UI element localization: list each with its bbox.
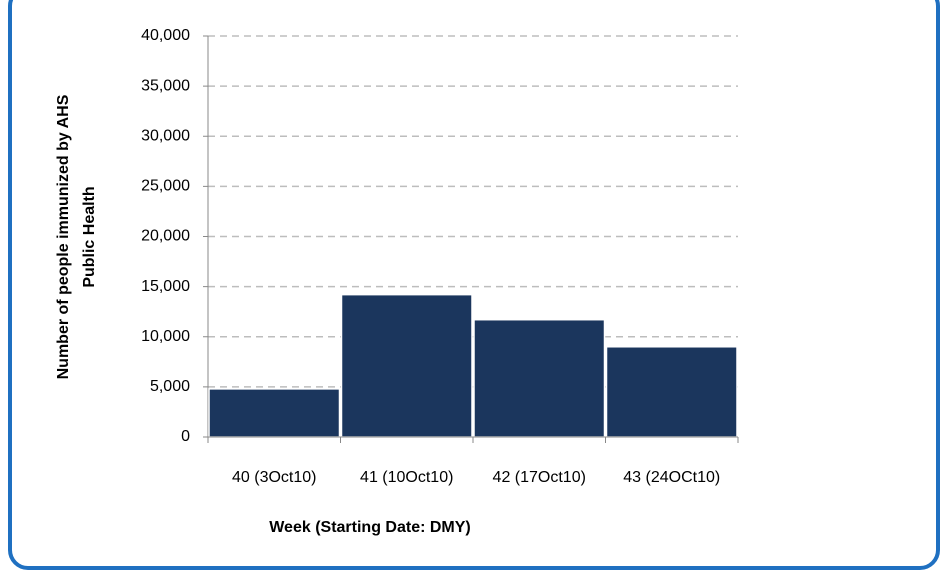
y-axis-title-line: Number of people immunized by AHS — [55, 94, 72, 379]
x-axis-title: Week (Starting Date: DMY) — [269, 519, 471, 536]
y-tick-label: 15,000 — [141, 278, 190, 295]
y-tick-label: 35,000 — [141, 77, 190, 94]
x-tick-label: 43 (24OCt10) — [623, 469, 720, 486]
y-tick-label: 20,000 — [141, 228, 190, 245]
bar — [473, 318, 606, 438]
y-tick-label: 10,000 — [141, 328, 190, 345]
bar — [340, 293, 473, 438]
x-tick-label: 40 (3Oct10) — [232, 469, 316, 486]
bar — [605, 346, 738, 438]
y-axis-title-line: Public Health — [81, 186, 98, 287]
x-tick-label: 42 (17Oct10) — [493, 469, 586, 486]
y-tick-label: 0 — [181, 428, 190, 445]
y-tick-label: 5,000 — [150, 378, 190, 395]
y-axis-title: Number of people immunized by AHS Public… — [55, 94, 98, 379]
y-tick-label: 30,000 — [141, 127, 190, 144]
x-tick-label: 41 (10Oct10) — [360, 469, 453, 486]
y-tick-label: 25,000 — [141, 178, 190, 195]
bar — [208, 388, 341, 438]
y-tick-label: 40,000 — [141, 27, 190, 44]
